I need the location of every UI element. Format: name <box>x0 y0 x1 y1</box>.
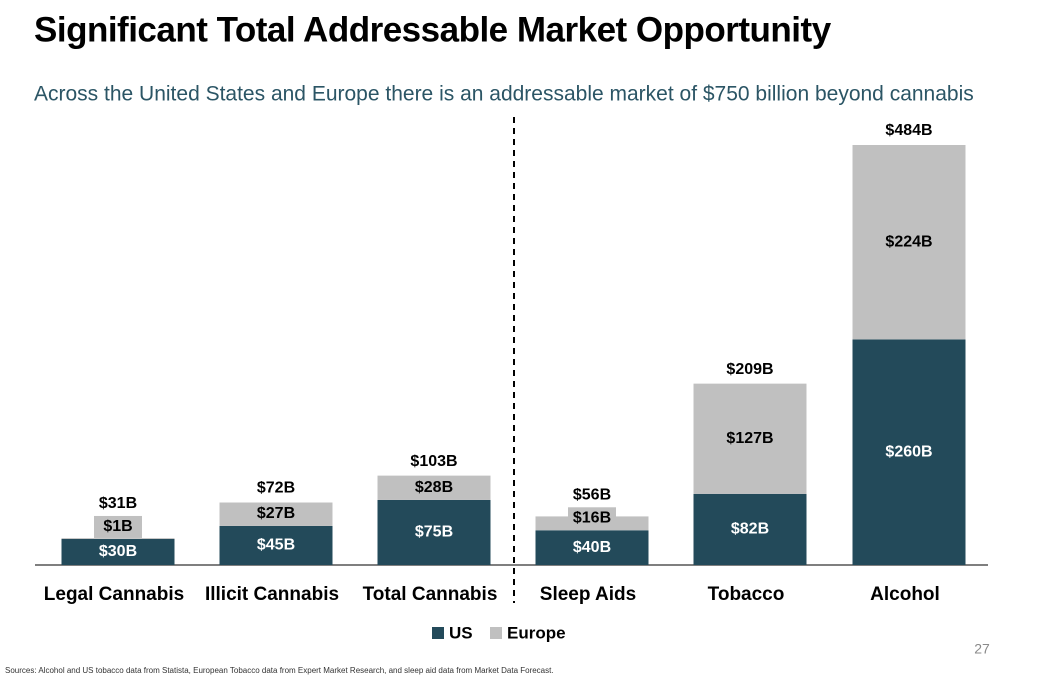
source-note: Sources: Alcohol and US tobacco data fro… <box>5 666 554 675</box>
bar-segment <box>693 383 807 494</box>
bar-segment <box>377 499 491 565</box>
data-label: $27B <box>257 505 295 522</box>
total-label: $209B <box>726 361 773 378</box>
x-tick-label: Sleep Aids <box>540 584 636 605</box>
chart-title: Significant Total Addressable Market Opp… <box>34 10 832 49</box>
data-label: $40B <box>573 539 611 556</box>
data-label: $127B <box>726 430 773 447</box>
chart-subtitle: Across the United States and Europe ther… <box>34 83 974 106</box>
x-tick-label: Alcohol <box>870 584 940 605</box>
bar-segment <box>61 538 175 539</box>
page-number: 27 <box>974 641 990 657</box>
x-tick-label: Illicit Cannabis <box>205 584 339 605</box>
label-background <box>568 507 616 530</box>
legend-label: US <box>449 623 473 642</box>
data-label: $28B <box>415 479 453 496</box>
data-label: $16B <box>573 510 611 527</box>
data-label: $30B <box>99 543 137 560</box>
x-tick-label: Tobacco <box>708 584 785 605</box>
total-label: $103B <box>410 453 457 470</box>
total-label: $31B <box>99 495 137 512</box>
bar-segment <box>852 339 966 565</box>
data-label: $1B <box>103 518 132 535</box>
total-label: $72B <box>257 480 295 497</box>
bar-segment <box>377 475 491 500</box>
bar-segment <box>535 530 649 565</box>
total-label: $56B <box>573 487 611 504</box>
bar-segment <box>61 538 175 565</box>
x-tick-label: Legal Cannabis <box>44 584 184 605</box>
legend-label: Europe <box>507 623 566 642</box>
bar-segment <box>693 493 807 565</box>
data-label: $75B <box>415 524 453 541</box>
x-tick-label: Total Cannabis <box>363 584 498 605</box>
legend-swatch <box>432 627 444 639</box>
data-label: $82B <box>731 521 769 538</box>
data-label: $260B <box>885 443 932 460</box>
data-label: $224B <box>885 233 932 250</box>
label-background <box>252 502 300 525</box>
bar-segment <box>852 145 966 340</box>
label-background <box>94 515 142 538</box>
bar-segment <box>219 525 333 565</box>
total-label: $484B <box>885 122 932 139</box>
legend-swatch <box>490 627 502 639</box>
data-label: $45B <box>257 537 295 554</box>
